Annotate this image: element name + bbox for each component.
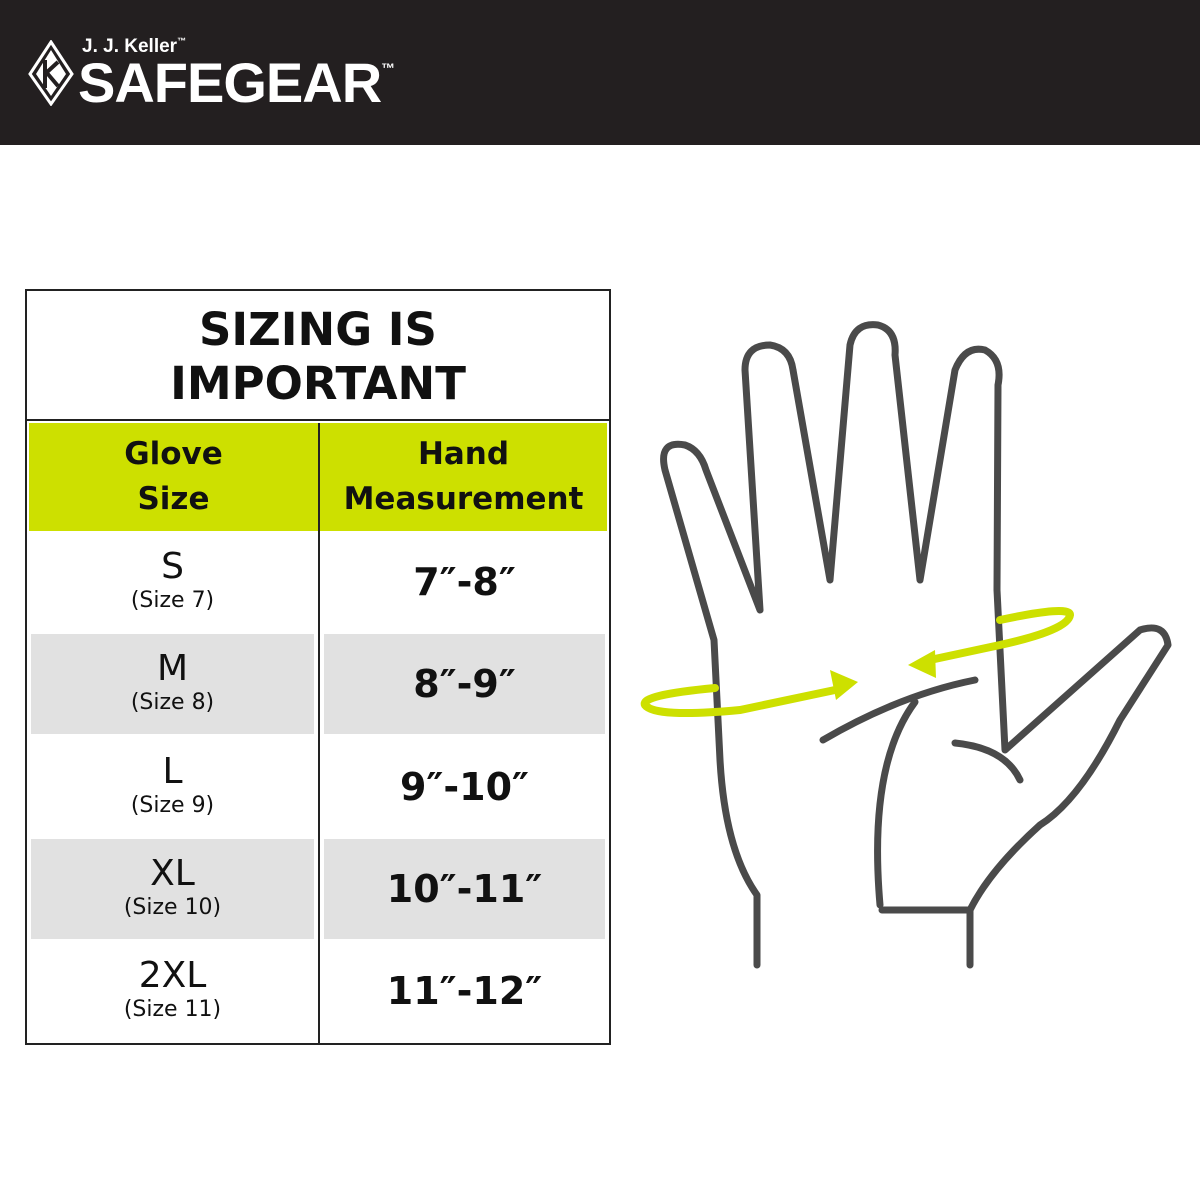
table-row: M (Size 8) 8″-9″	[31, 634, 605, 734]
glove-size: XL	[150, 853, 195, 894]
hand-outline	[660, 321, 1172, 969]
table-row: L (Size 9) 9″-10″	[31, 737, 605, 837]
table-title: SIZING IS IMPORTANT	[27, 291, 609, 421]
table-row: 2XL (Size 11) 11″-12″	[31, 941, 605, 1041]
hand-measurement: 11″-12″	[386, 969, 543, 1013]
brand-name: SAFEGEAR™	[78, 51, 395, 114]
size-number: (Size 11)	[123, 997, 222, 1022]
sizing-table: SIZING IS IMPORTANT Glove Size Hand Measur…	[25, 289, 611, 1045]
glove-size: L	[162, 751, 183, 792]
arrow-right-icon	[830, 670, 858, 700]
brand-company: J. J. Keller™	[82, 36, 187, 57]
header-hand-measurement: Hand Measurement	[320, 423, 607, 531]
hand-measurement: 9″-10″	[399, 765, 530, 809]
hand-measurement: 8″-9″	[413, 662, 516, 706]
header-glove-size: Glove Size	[29, 423, 318, 531]
hand-measurement: 10″-11″	[386, 867, 543, 911]
size-number: (Size 7)	[130, 588, 215, 613]
glove-size: 2XL	[138, 955, 207, 996]
table-row: S (Size 7) 7″-8″	[31, 532, 605, 632]
measurement-arrows	[640, 607, 1075, 718]
jj-keller-logo-icon	[28, 40, 74, 106]
size-number: (Size 8)	[130, 690, 215, 715]
glove-size: S	[161, 546, 184, 587]
column-divider	[318, 423, 320, 1043]
brand-header-bar: J. J. Keller™ SAFEGEAR™	[0, 0, 1200, 145]
size-number: (Size 9)	[130, 793, 215, 818]
arrow-left-icon	[908, 650, 936, 678]
hand-measurement: 7″-8″	[413, 560, 516, 604]
glove-size: M	[156, 648, 189, 689]
table-row: XL (Size 10) 10″-11″	[31, 839, 605, 939]
size-number: (Size 10)	[123, 895, 222, 920]
